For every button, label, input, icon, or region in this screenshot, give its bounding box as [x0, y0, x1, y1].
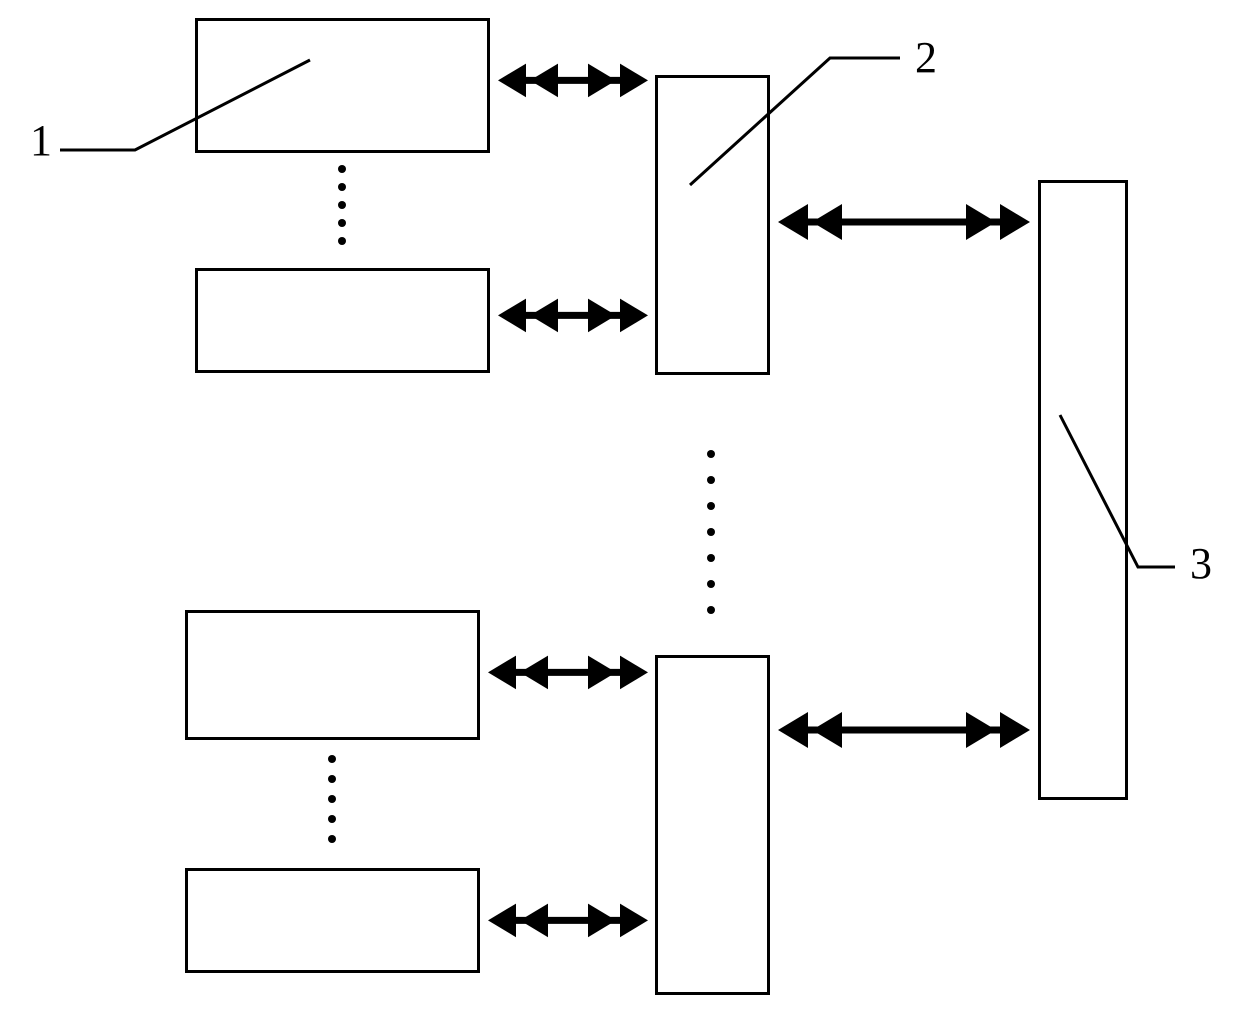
- arrow-tl1-mid: [498, 58, 648, 103]
- arrow-midbot-right: [778, 706, 1030, 754]
- arrow-midtop-right: [778, 198, 1030, 246]
- dots-col-left-top: [338, 165, 346, 255]
- leader-2: [690, 58, 900, 185]
- arrow-bl2-mid: [488, 898, 648, 943]
- dots-col-mid: [707, 450, 715, 632]
- block-diagram: 1 2 3: [0, 0, 1240, 1030]
- leader-1: [60, 60, 310, 150]
- dots-col-left-bot: [328, 755, 336, 855]
- arrow-bl1-mid: [488, 650, 648, 695]
- leader-lines: [0, 0, 1240, 1030]
- arrow-tl2-mid: [498, 293, 648, 338]
- leader-3: [1060, 415, 1175, 567]
